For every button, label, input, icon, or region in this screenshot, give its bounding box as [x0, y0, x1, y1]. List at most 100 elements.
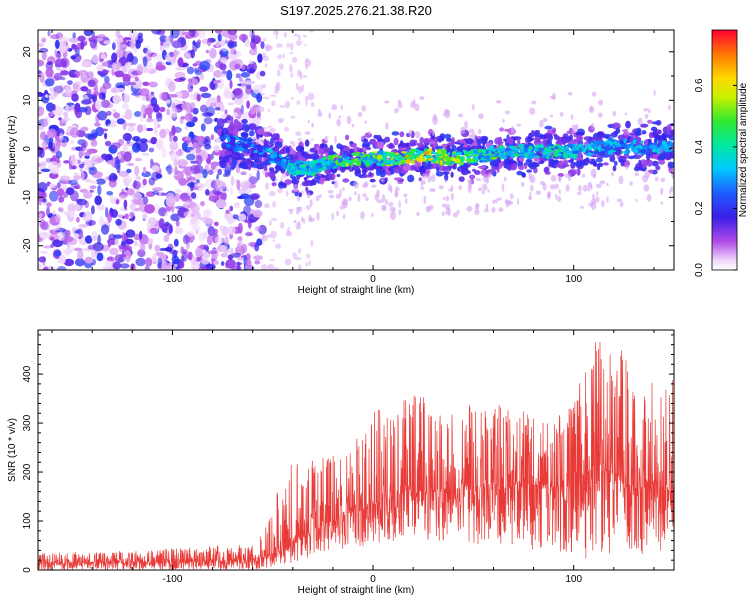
- spectrogram-signal-blob: [658, 152, 667, 161]
- spectrogram-ridge-blob: [322, 165, 327, 171]
- spectrogram-noise-blob: [145, 257, 153, 267]
- spectrogram-noise-blob: [82, 211, 93, 223]
- spectrogram-noise-blob: [49, 190, 59, 202]
- spectrogram-signal-blob: [413, 103, 420, 111]
- spectrogram-signal-blob: [380, 178, 385, 183]
- spectrogram-ridge-blob: [663, 144, 669, 149]
- spectrogram-signal-blob: [590, 198, 596, 205]
- spectrogram-noise-blob: [106, 110, 112, 116]
- spectrogram-noise-blob: [100, 224, 110, 235]
- spectrogram-signal-blob: [398, 209, 402, 216]
- spectrogram-signal-blob: [554, 135, 560, 141]
- spectrogram-noise-blob: [254, 242, 260, 252]
- spectrogram-noise-blob: [130, 33, 139, 38]
- x-tick-label: 0: [370, 274, 376, 285]
- spectrogram-noise-blob: [276, 43, 283, 48]
- spectrogram-noise-blob: [49, 110, 54, 117]
- spectrogram-noise-blob: [58, 117, 62, 121]
- spectrogram-signal-blob: [643, 184, 650, 192]
- spectrogram-noise-blob: [47, 61, 53, 65]
- spectrogram-signal-blob: [271, 182, 277, 187]
- spectrogram-signal-blob: [651, 160, 659, 167]
- spectrogram-ridge-blob: [621, 151, 625, 154]
- spectrogram-signal-blob: [531, 100, 537, 105]
- spectrogram-noise-blob: [63, 160, 70, 164]
- spectrogram-signal-blob: [526, 169, 532, 173]
- spectrogram-ridge-blob: [554, 146, 559, 150]
- spectrogram-signal-blob: [646, 153, 651, 161]
- spectrogram-noise-blob: [46, 206, 50, 217]
- spectrogram-signal-blob: [244, 124, 250, 132]
- spectrogram-noise-blob: [210, 134, 214, 141]
- spectrogram-signal-blob: [544, 125, 553, 130]
- spectrogram-noise-blob: [43, 266, 49, 270]
- spectrogram-ridge-blob: [219, 136, 226, 140]
- spectrogram-noise-blob: [177, 159, 188, 167]
- spectrogram-noise-blob: [73, 229, 82, 234]
- spectrogram-noise-blob: [115, 48, 124, 59]
- spectrogram-noise-blob: [89, 185, 97, 189]
- spectrogram-noise-blob: [90, 139, 98, 147]
- spectrogram-noise-blob: [270, 230, 278, 239]
- spectrogram-noise-blob: [96, 65, 104, 72]
- spectrogram-signal-blob: [357, 149, 364, 153]
- spectrogram-signal-blob: [447, 207, 451, 217]
- spectrogram-noise-blob: [125, 188, 135, 196]
- spectrogram-signal-blob: [420, 186, 425, 190]
- spectrogram-ridge-blob: [311, 159, 319, 164]
- spectrogram-noise-blob: [139, 138, 148, 144]
- spectrogram-noise-blob: [274, 267, 280, 270]
- spectrogram-noise-blob: [166, 94, 178, 98]
- spectrogram-signal-blob: [528, 161, 538, 170]
- spectrogram-signal-blob: [635, 198, 638, 203]
- spectrogram-noise-blob: [53, 91, 59, 97]
- spectrogram-signal-blob: [393, 137, 399, 146]
- spectrogram-ridge-blob: [661, 140, 666, 144]
- spectrogram-noise-blob: [97, 184, 102, 196]
- spectrogram-noise-blob: [91, 231, 98, 241]
- spectrogram-noise-blob: [300, 190, 305, 194]
- spectrogram-noise-blob: [47, 265, 55, 270]
- spectrogram-noise-blob: [268, 190, 276, 197]
- spectrogram-noise-blob: [214, 107, 222, 111]
- spectrogram-noise-blob: [191, 216, 197, 225]
- spectrogram-signal-blob: [481, 190, 485, 195]
- spectrogram-signal-blob: [342, 187, 345, 192]
- y-tick-label: 100: [22, 512, 33, 529]
- spectrogram-noise-blob: [301, 84, 305, 91]
- spectrogram-signal-blob: [376, 141, 385, 149]
- spectrogram-noise-blob: [100, 40, 104, 45]
- spectrogram-noise-blob: [237, 213, 247, 222]
- spectrogram-signal-blob: [273, 145, 280, 152]
- spectrogram-signal-blob: [278, 167, 284, 171]
- spectrogram-ridge-blob: [578, 147, 582, 152]
- spectrogram-signal-blob: [368, 171, 372, 177]
- spectrogram-signal-blob: [660, 201, 664, 205]
- spectrogram-noise-blob: [269, 220, 272, 226]
- spectrogram-noise-blob: [46, 114, 51, 124]
- spectrogram-noise-blob: [164, 212, 169, 217]
- spectrogram-signal-blob: [510, 125, 515, 135]
- spectrogram-noise-blob: [294, 256, 302, 261]
- spectrogram-noise-blob: [127, 125, 135, 132]
- spectrogram-signal-blob: [606, 196, 609, 204]
- spectrogram-signal-blob: [353, 181, 360, 189]
- spectrogram-signal-blob: [334, 180, 339, 189]
- spectrogram-ridge-blob: [246, 142, 252, 146]
- spectrogram-noise-blob: [124, 213, 129, 220]
- spectrogram-noise-blob: [38, 70, 43, 74]
- spectrogram-ridge-blob: [478, 148, 481, 154]
- spectrogram-noise-blob: [142, 56, 148, 67]
- spectrogram-signal-blob: [381, 194, 386, 203]
- spectrogram-signal-blob: [317, 111, 323, 118]
- spectrogram-noise-blob: [304, 58, 309, 63]
- spectrogram-noise-blob: [126, 162, 135, 167]
- spectrogram-ridge-blob: [383, 157, 388, 163]
- spectrogram-signal-blob: [240, 161, 248, 169]
- spectrogram-signal-blob: [431, 129, 435, 136]
- spectrogram-noise-blob: [164, 247, 173, 252]
- spectrogram-signal-blob: [220, 149, 226, 158]
- spectrogram-signal-blob: [375, 169, 381, 176]
- spectrogram-ridge-blob: [468, 150, 475, 155]
- spectrogram-noise-blob: [94, 250, 99, 255]
